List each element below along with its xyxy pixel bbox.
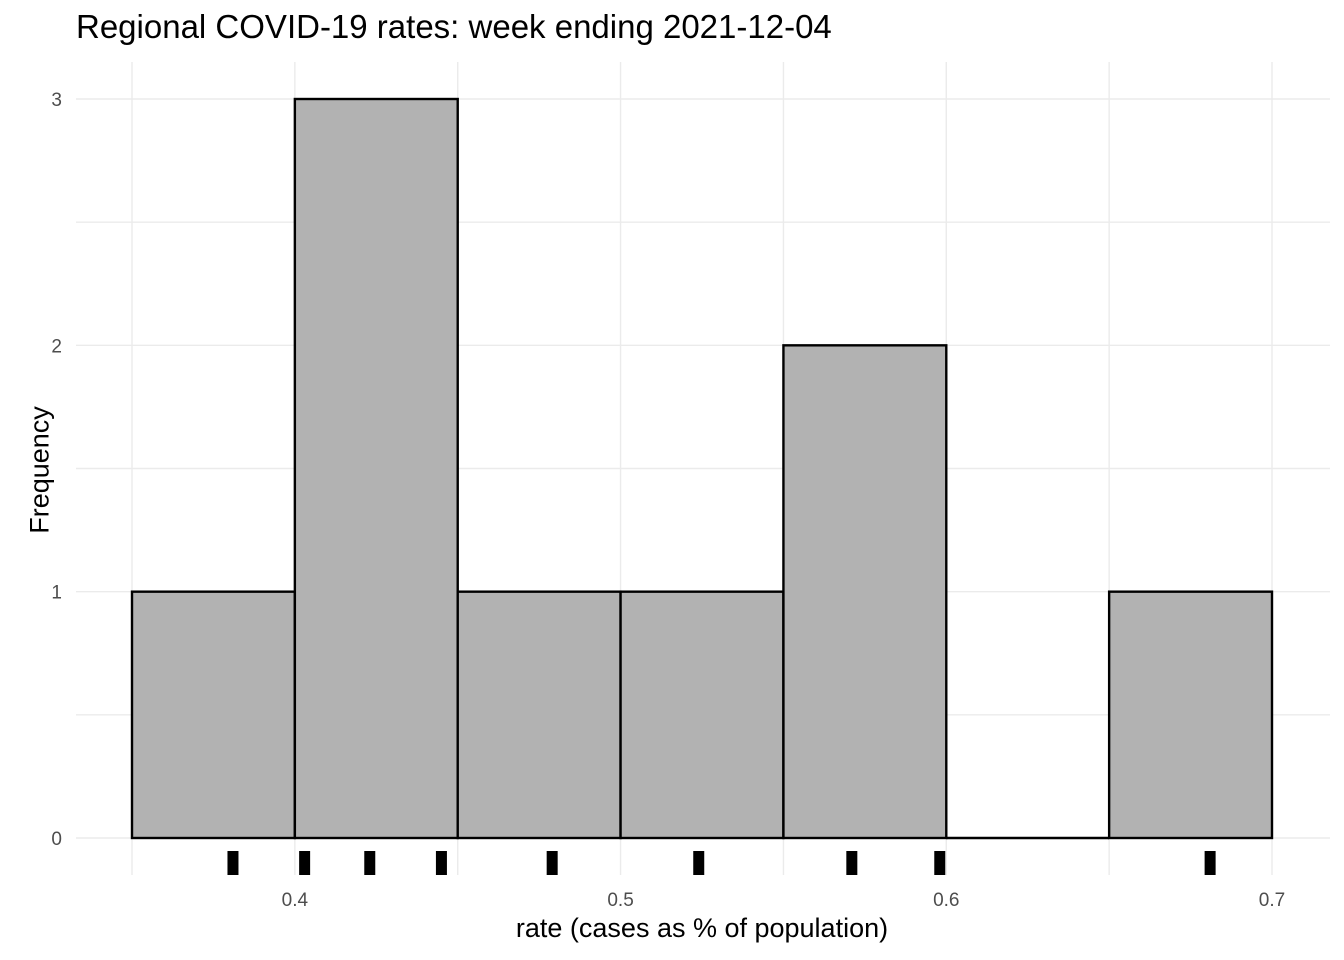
rug-mark	[846, 851, 858, 875]
histogram-bar	[619, 590, 785, 840]
histogram-bar	[130, 590, 297, 840]
rug-mark	[693, 851, 705, 875]
x-tick-label: 0.7	[1259, 890, 1285, 911]
histogram-bar	[1107, 590, 1274, 840]
rug-mark	[435, 851, 447, 875]
histogram-bar	[293, 97, 459, 840]
y-tick-label: 1	[51, 583, 62, 604]
histogram-bar	[456, 590, 622, 840]
rug-mark	[934, 851, 946, 875]
histogram-bar	[782, 344, 948, 840]
rug-mark	[299, 851, 311, 875]
histogram-bars	[130, 97, 1274, 840]
rug-mark	[1204, 851, 1216, 875]
x-axis-label: rate (cases as % of population)	[515, 913, 889, 943]
y-tick-label: 2	[51, 336, 62, 357]
y-tick-label: 3	[51, 90, 62, 111]
y-axis-label: Frequency	[24, 406, 55, 534]
tick-labels: 0.4 0.5 0.6 0.7 0 1 2 3	[51, 90, 1285, 911]
rug-marks	[227, 851, 1216, 875]
x-tick-label: 0.4	[282, 890, 309, 911]
chart-title: Regional COVID-19 rates: week ending 202…	[76, 8, 832, 45]
x-tick-label: 0.5	[607, 890, 633, 911]
rug-mark	[227, 851, 239, 875]
x-tick-label: 0.6	[933, 890, 959, 911]
y-tick-label: 0	[51, 829, 62, 850]
rug-mark	[364, 851, 376, 875]
rug-mark	[546, 851, 558, 875]
